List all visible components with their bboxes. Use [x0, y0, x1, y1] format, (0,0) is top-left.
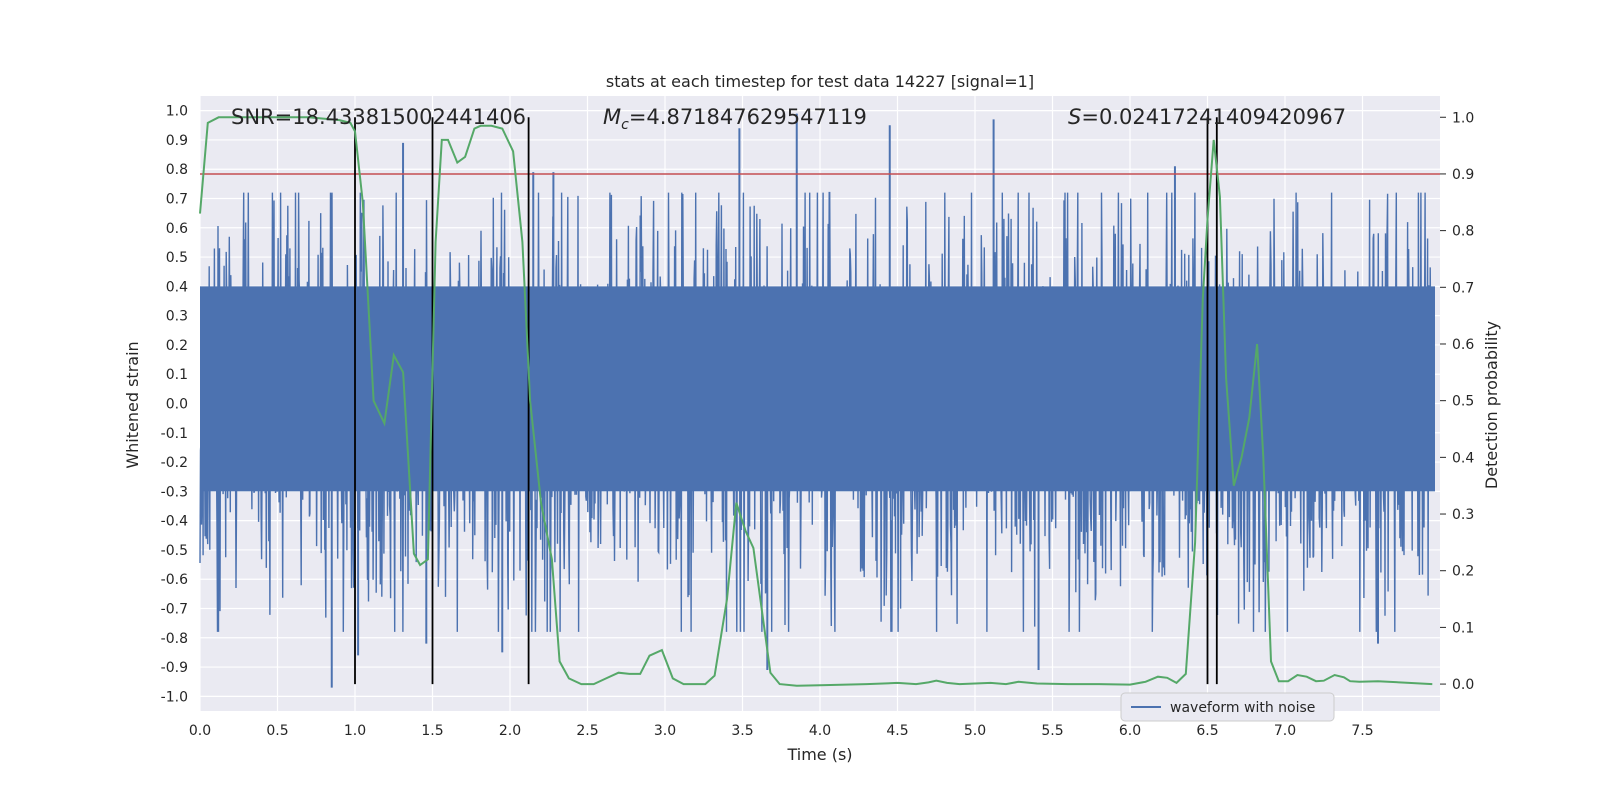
chirp-mass-subscript: c	[621, 117, 629, 133]
chirp-mass-annotation: Mc=4.871847629547119	[603, 105, 867, 133]
legend-label: waveform with noise	[1170, 700, 1315, 716]
x-tick-label: 1.0	[344, 723, 366, 739]
y2-tick-label: 0.6	[1452, 337, 1474, 353]
y-tick-label: 0.9	[166, 133, 188, 149]
chirp-mass-value: =4.871847629547119	[629, 105, 867, 129]
x-tick-label: 6.0	[1119, 723, 1141, 739]
y-tick-label: -0.1	[161, 426, 188, 442]
y2-tick-label: 0.2	[1452, 564, 1474, 580]
x-tick-label: 0.5	[266, 723, 288, 739]
y-tick-label: -1.0	[161, 689, 188, 705]
y2-tick-label: 0.9	[1452, 167, 1474, 183]
noise-series	[199, 113, 1435, 688]
x-tick-label: 7.0	[1274, 723, 1296, 739]
probability-series	[199, 116, 1433, 687]
y-tick-label: -0.7	[161, 602, 188, 618]
y-tick-label: 0.5	[166, 250, 188, 266]
chirp-mass-symbol: M	[603, 105, 621, 129]
y2-tick-label: 1.0	[1452, 110, 1474, 126]
y2-tick-label: 0.3	[1452, 507, 1474, 523]
y-tick-label: 0.6	[166, 221, 188, 237]
y-tick-label: -0.4	[161, 514, 188, 530]
y-tick-label: 0.0	[166, 397, 188, 413]
y-tick-label: 0.7	[166, 192, 188, 208]
x-tick-label: 4.5	[886, 723, 908, 739]
y2-tick-label: 0.0	[1452, 677, 1474, 693]
y-tick-label: 0.8	[166, 162, 188, 178]
y-tick-label: 0.2	[166, 338, 188, 354]
legend: waveform with noise	[1120, 692, 1335, 722]
x-tick-label: 7.5	[1351, 723, 1373, 739]
x-tick-label: 6.5	[1196, 723, 1218, 739]
y2-tick-label: 0.7	[1452, 280, 1474, 296]
x-tick-label: 5.5	[1041, 723, 1063, 739]
x-tick-label: 3.0	[654, 723, 676, 739]
y-tick-label: 0.3	[166, 309, 188, 325]
y-tick-label: -0.6	[161, 572, 188, 588]
y2-axis-label: Detection probability	[1482, 321, 1501, 489]
y-tick-label: -0.3	[161, 484, 188, 500]
y-tick-label: -0.8	[161, 631, 188, 647]
x-tick-label: 2.0	[499, 723, 521, 739]
y-tick-label: -0.9	[161, 660, 188, 676]
s-annotation: S=0.024172414094209​67	[1068, 105, 1346, 129]
y-tick-label: 0.1	[166, 367, 188, 383]
y2-tick-label: 0.8	[1452, 224, 1474, 240]
x-tick-label: 1.5	[421, 723, 443, 739]
x-ticks: 0.0 0.5 1.0 1.5 2.0 2.5 3.0 3.5 4.0 4.5 5.0 5.5 6.0 6…	[189, 723, 1374, 739]
y2-tick-label: 0.5	[1452, 394, 1474, 410]
y2-tick-label: 0.1	[1452, 620, 1474, 636]
noise-core	[200, 286, 1435, 492]
x-tick-label: 4.0	[809, 723, 831, 739]
x-tick-label: 3.5	[731, 723, 753, 739]
s-symbol: S	[1068, 105, 1081, 129]
s-value: =0.024172414094209​67	[1081, 105, 1346, 129]
y2-tick-label: 0.4	[1452, 450, 1474, 466]
y-axis-label: Whitened strain	[123, 341, 142, 468]
y-tick-label: -0.2	[161, 455, 188, 471]
probability-line	[199, 116, 1433, 687]
y-tick-label: 0.4	[166, 279, 188, 295]
x-tick-label: 5.0	[964, 723, 986, 739]
chart-title: stats at each timestep for test data 142…	[606, 72, 1034, 91]
y-ticks: 1.0 0.9 0.8 0.7 0.6 0.5 0.4 0.3 0.2 0.1 0.0 -0.1 -0.…	[161, 104, 188, 706]
x-tick-label: 2.5	[576, 723, 598, 739]
x-tick-label: 0.0	[189, 723, 211, 739]
y-tick-label: -0.5	[161, 543, 188, 559]
y2-ticks: 1.0 0.9 0.8 0.7 0.6 0.5 0.4 0.3 0.2 0.1 0.0	[1440, 110, 1474, 693]
legend-box	[1120, 692, 1335, 722]
y-tick-label: 1.0	[166, 104, 188, 120]
snr-annotation: SNR=18.433815002441406	[231, 105, 526, 129]
x-axis-label: Time (s)	[786, 745, 852, 764]
